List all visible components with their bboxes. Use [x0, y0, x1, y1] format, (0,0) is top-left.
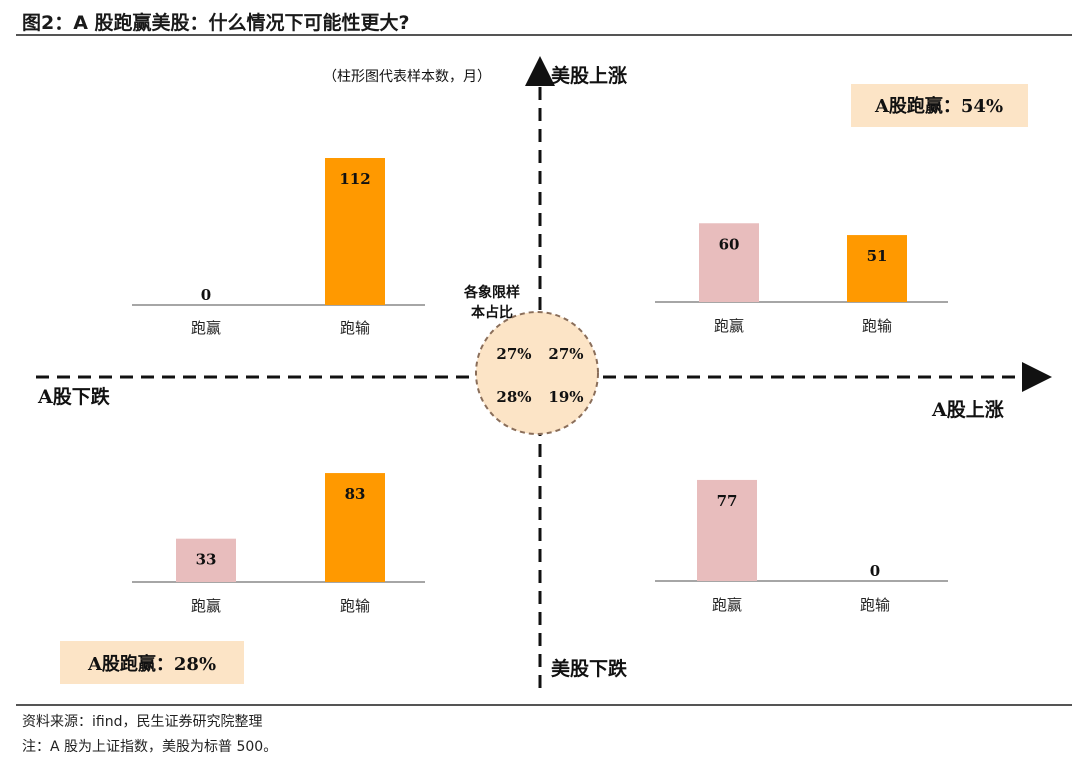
share-circle: [475, 311, 599, 435]
bar-value-top-right-0: 60: [719, 235, 740, 253]
y-bottom-label: 美股下跌: [551, 657, 628, 680]
category-label-bottom-right-0: 跑赢: [712, 596, 742, 614]
x-left-label: A股下跌: [37, 385, 111, 408]
share-top-left: 27%: [496, 345, 531, 363]
bar-value-top-left-1: 112: [339, 170, 370, 188]
category-label-top-right-0: 跑赢: [714, 317, 744, 335]
bar-value-top-right-1: 51: [867, 247, 888, 265]
bar-value-bottom-left-0: 33: [196, 551, 217, 569]
win-rate-box-top-right: [851, 84, 1028, 127]
bar-value-bottom-right-0: 77: [717, 492, 738, 510]
bar-bottom-right-win: [697, 479, 757, 581]
win-rate-box-bottom-left: [60, 641, 244, 684]
category-label-top-right-1: 跑输: [862, 317, 892, 335]
win-rate-top-right: A股跑赢：54%: [874, 95, 1003, 117]
center-label-line1: 各象限样: [463, 284, 520, 301]
category-label-top-left-0: 跑赢: [191, 319, 221, 337]
category-label-bottom-left-0: 跑赢: [191, 597, 221, 615]
bar-bottom-left-lose: [325, 473, 385, 582]
center-label-line2: 本占比: [471, 304, 513, 321]
bar-bottom-left-win: [176, 538, 236, 582]
source-note: 资料来源：ifind，民生证券研究院整理: [22, 714, 263, 730]
win-rate-bottom-left: A股跑赢：28%: [87, 653, 216, 675]
share-top-right: 27%: [548, 345, 583, 363]
x-right-label: A股上涨: [931, 399, 1004, 421]
page-title: 图2：A 股跑赢美股：什么情况下可能性更大?: [22, 12, 410, 34]
unit-note: （柱形图代表样本数，月）: [323, 69, 491, 85]
category-label-bottom-right-1: 跑输: [860, 596, 890, 614]
bar-value-bottom-right-1: 0: [870, 562, 880, 580]
title-rule: [16, 34, 1072, 36]
y-top-label: 美股上涨: [551, 64, 627, 87]
bar-top-right-lose: [847, 235, 907, 302]
bars-layer: 0 跑赢 112 跑输 60 跑赢 51 跑输 33 跑赢 83 跑输 77 跑赢 0 跑输: [132, 158, 948, 615]
share-bottom-left: 28%: [496, 388, 531, 406]
footnote: 注：A 股为上证指数，美股为标普 500。: [22, 739, 278, 755]
quadrant-chart: 美股上涨 美股下跌 A股下跌 A股上涨 （柱形图代表样本数，月） 各象限样 本占…: [36, 56, 1052, 688]
bar-value-top-left-0: 0: [201, 286, 211, 304]
bar-top-right-win: [699, 223, 759, 302]
share-bottom-right: 19%: [548, 388, 583, 406]
footer-rule: [16, 704, 1072, 706]
category-label-top-left-1: 跑输: [340, 319, 370, 337]
bar-top-left-lose: [325, 158, 385, 305]
bar-value-bottom-left-1: 83: [345, 485, 366, 503]
category-label-bottom-left-1: 跑输: [340, 597, 370, 615]
